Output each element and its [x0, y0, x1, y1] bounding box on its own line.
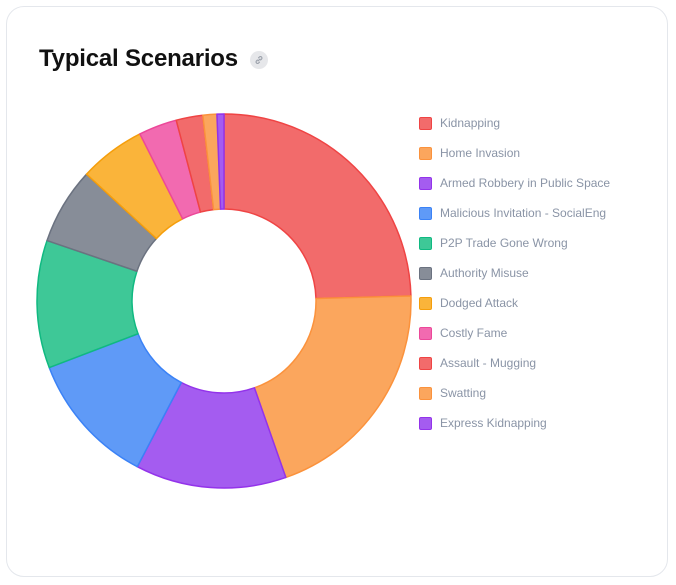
legend-label: Dodged Attack — [440, 296, 519, 310]
legend-swatch — [419, 386, 432, 400]
legend-item[interactable]: Home Invasion — [419, 138, 610, 168]
legend-item[interactable]: Swatting — [419, 378, 610, 408]
legend-label: Assault - Mugging — [440, 356, 537, 370]
slice-express-kidnapping[interactable] — [216, 113, 225, 210]
legend-item[interactable]: Costly Fame — [419, 318, 610, 348]
legend-swatch — [419, 206, 432, 220]
legend-label: Costly Fame — [440, 326, 508, 340]
legend-swatch — [419, 326, 432, 340]
legend-item[interactable]: Malicious Invitation - SocialEng — [419, 198, 610, 228]
link-icon[interactable] — [249, 51, 268, 69]
legend-swatch — [419, 116, 432, 130]
legend-label: Express Kidnapping — [440, 416, 547, 430]
card-header: Typical Scenarios — [39, 43, 268, 75]
legend-swatch — [419, 416, 432, 430]
legend-swatch — [419, 266, 432, 280]
legend-item[interactable]: Dodged Attack — [419, 288, 610, 318]
legend-swatch — [419, 146, 432, 160]
legend-item[interactable]: Armed Robbery in Public Space — [419, 168, 610, 198]
legend-item[interactable]: Assault - Mugging — [419, 348, 610, 378]
legend-item[interactable]: Authority Misuse — [419, 258, 610, 288]
link-icon-glyph — [255, 56, 263, 64]
slice-home-invasion[interactable] — [253, 295, 412, 479]
legend-swatch — [419, 236, 432, 250]
legend-swatch — [419, 356, 432, 370]
legend-label: Swatting — [440, 386, 487, 400]
legend-swatch — [419, 296, 432, 310]
legend-item[interactable]: Express Kidnapping — [419, 408, 610, 438]
chart-legend: Kidnapping Home Invasion Armed Robbery in … — [419, 108, 610, 438]
legend-item[interactable]: Kidnapping — [419, 108, 610, 138]
legend-label: Authority Misuse — [440, 266, 529, 280]
card-title: Typical Scenarios — [39, 45, 238, 72]
legend-label: P2P Trade Gone Wrong — [440, 236, 568, 250]
legend-label: Malicious Invitation - SocialEng — [440, 206, 607, 220]
legend-label: Home Invasion — [440, 146, 521, 160]
legend-label: Kidnapping — [440, 116, 501, 130]
legend-label: Armed Robbery in Public Space — [440, 176, 611, 190]
legend-swatch — [419, 176, 432, 190]
legend-item[interactable]: P2P Trade Gone Wrong — [419, 228, 610, 258]
slice-kidnapping[interactable] — [223, 113, 412, 300]
